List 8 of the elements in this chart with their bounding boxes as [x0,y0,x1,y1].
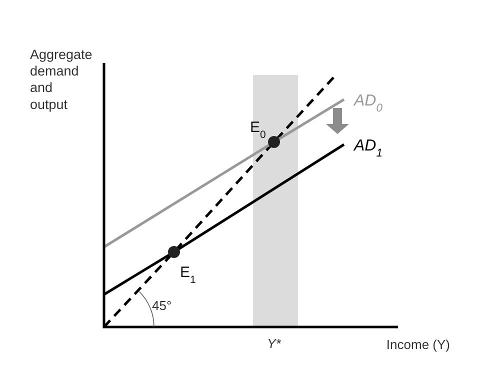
series-label: AD$_{1}$ [353,138,382,160]
x-axis-title: Income (Y) [386,337,450,352]
series-label: AD$_{0}$ [353,92,384,114]
annotation: 45° [152,298,172,313]
annotation: E$_{1}$ [180,264,196,286]
y-axis-title: Aggregate demand and output [30,47,92,112]
text: Y* [267,336,282,351]
annotation: E$_{0}$ [250,119,266,141]
